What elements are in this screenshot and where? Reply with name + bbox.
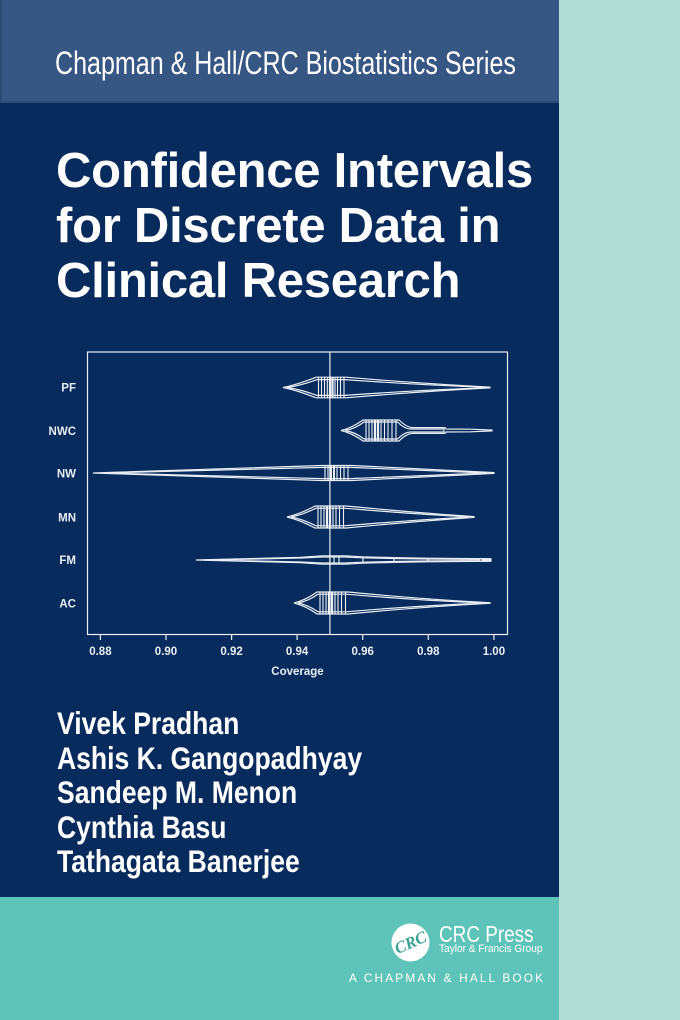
svg-text:Coverage: Coverage [271, 666, 323, 678]
svg-text:PF: PF [61, 383, 76, 395]
svg-text:0.96: 0.96 [352, 646, 374, 658]
svg-text:0.92: 0.92 [220, 646, 242, 658]
svg-text:FM: FM [59, 555, 76, 567]
svg-text:0.88: 0.88 [89, 646, 112, 658]
svg-text:NW: NW [57, 468, 76, 480]
svg-text:MN: MN [58, 512, 76, 524]
svg-text:0.90: 0.90 [155, 646, 177, 658]
svg-text:1.00: 1.00 [483, 646, 505, 658]
svg-text:AC: AC [59, 599, 76, 611]
svg-text:NWC: NWC [49, 426, 76, 438]
svg-text:0.98: 0.98 [417, 646, 440, 658]
svg-text:0.94: 0.94 [286, 646, 309, 658]
